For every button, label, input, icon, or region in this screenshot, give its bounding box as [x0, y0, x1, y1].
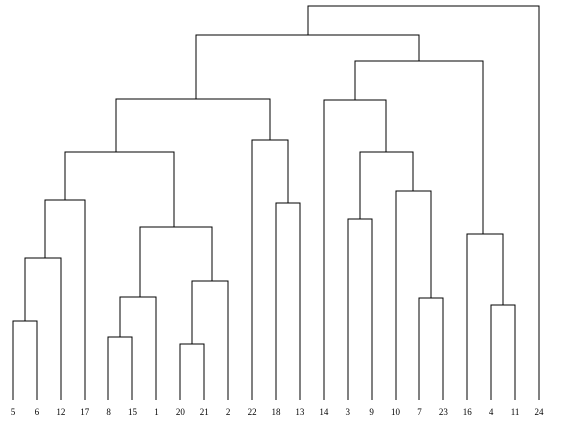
link: [395, 190, 432, 400]
link: [191, 280, 229, 400]
leaf-label: 9: [369, 407, 374, 417]
leaf-label: 20: [176, 407, 186, 417]
link: [179, 343, 205, 400]
link: [195, 34, 420, 99]
leaf-label: 2: [226, 407, 231, 417]
leaf-label: 3: [345, 407, 350, 417]
leaf-label: 15: [128, 407, 138, 417]
link: [354, 60, 484, 234]
leaf-label: 12: [56, 407, 65, 417]
leaf-label: 18: [272, 407, 282, 417]
links: [12, 5, 540, 400]
link: [24, 257, 62, 400]
link: [323, 99, 387, 400]
link: [275, 202, 301, 400]
leaf-label: 10: [391, 407, 401, 417]
link: [107, 336, 133, 400]
leaf-label: 11: [511, 407, 520, 417]
leaf-label: 21: [200, 407, 209, 417]
leaf-labels: 5 6 12 17 8 15 1 20 21 2 22 18 13 14 3 9 10 7 23 16 4 11 24: [11, 407, 544, 417]
leaf-label: 17: [80, 407, 90, 417]
link: [347, 218, 373, 400]
link: [44, 199, 86, 400]
leaf-label: 13: [295, 407, 305, 417]
link: [418, 297, 444, 400]
link: [115, 98, 271, 152]
link: [64, 151, 175, 227]
leaf-label: 24: [535, 407, 545, 417]
leaf-label: 7: [417, 407, 422, 417]
link: [12, 320, 38, 400]
link: [466, 233, 504, 400]
link: [251, 139, 289, 400]
leaf-label: 6: [35, 407, 40, 417]
leaf-label: 8: [106, 407, 111, 417]
link: [359, 151, 414, 219]
leaf-label: 4: [489, 407, 494, 417]
leaf-label: 16: [463, 407, 473, 417]
leaf-label: 22: [248, 407, 257, 417]
leaf-label: 14: [319, 407, 329, 417]
link: [307, 5, 540, 400]
link: [119, 296, 157, 400]
leaf-label: 1: [154, 407, 159, 417]
link: [490, 304, 516, 400]
leaf-label: 23: [439, 407, 449, 417]
leaf-label: 5: [11, 407, 16, 417]
link: [139, 226, 213, 297]
